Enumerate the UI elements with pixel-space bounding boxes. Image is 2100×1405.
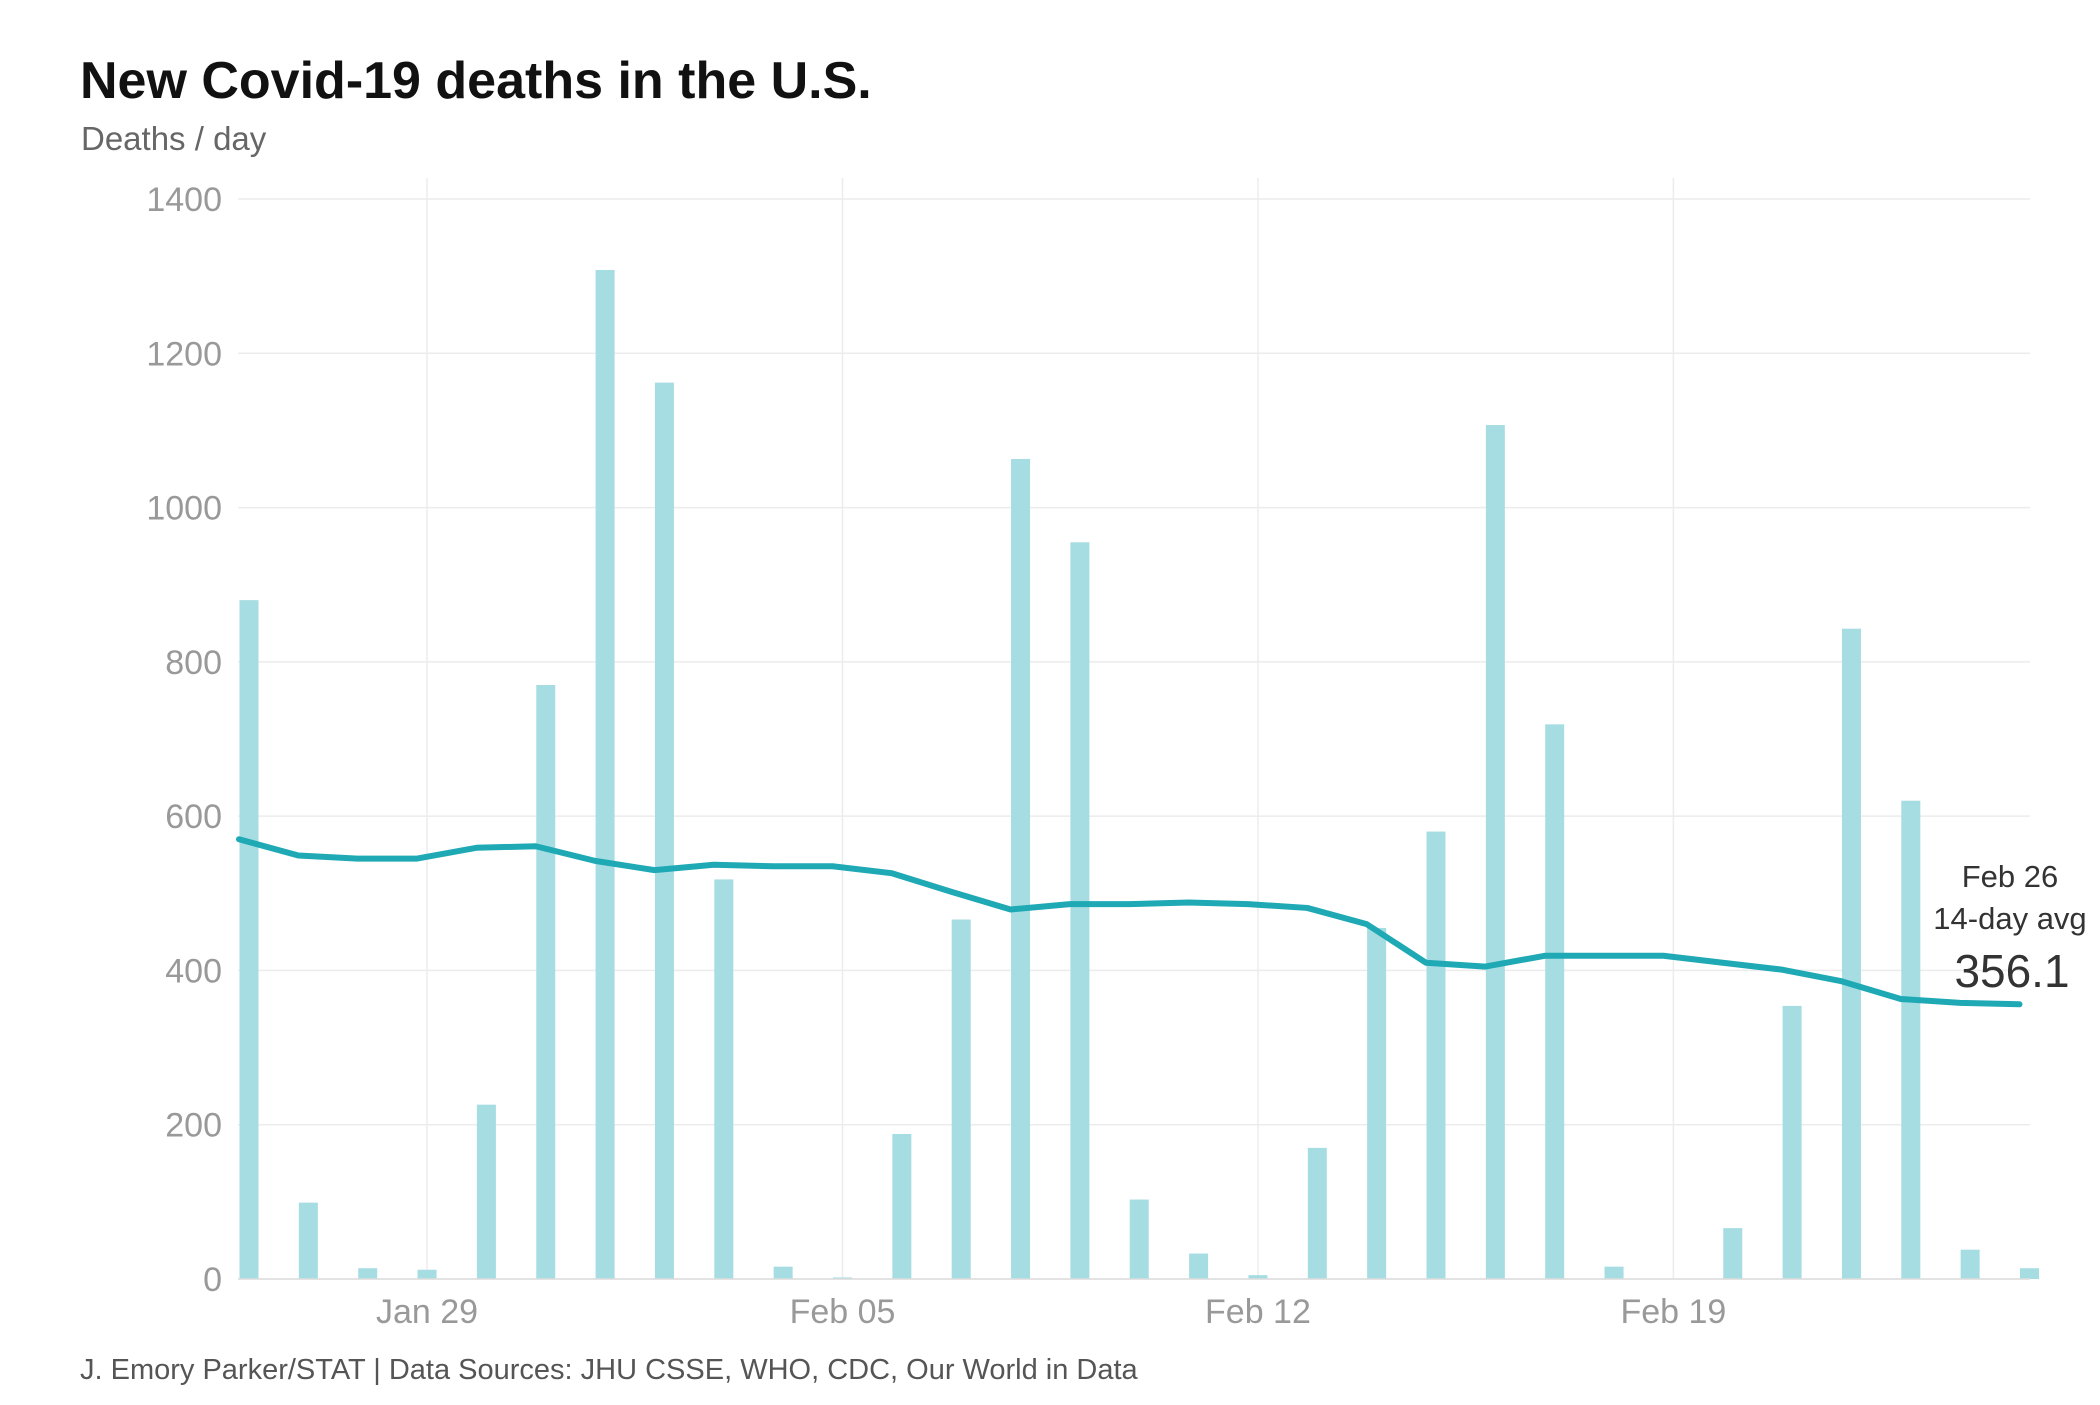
avg-line-path — [236, 836, 2023, 1008]
x-tick-label: Feb 12 — [1205, 1293, 1311, 1331]
bar — [1367, 928, 1387, 1279]
bar — [714, 879, 734, 1279]
bar — [298, 1202, 318, 1279]
bar — [1426, 831, 1446, 1279]
y-tick-label: 1400 — [146, 181, 222, 219]
y-tick-label: 1200 — [146, 335, 222, 373]
bar — [476, 1104, 496, 1279]
bar — [1545, 724, 1565, 1279]
bar — [1485, 425, 1505, 1279]
annotation-value: 356.1 — [1954, 945, 2069, 997]
bar — [1307, 1147, 1327, 1279]
bar — [1841, 628, 1861, 1279]
bar — [536, 685, 556, 1279]
chart-title: New Covid-19 deaths in the U.S. — [80, 52, 872, 110]
y-tick-label: 0 — [203, 1261, 222, 1299]
bar — [2020, 1268, 2039, 1279]
bar — [1070, 542, 1090, 1279]
axes: 0 200 400 600 800 1000 1200 1400 Jan 29 Feb 05 Feb… — [146, 181, 2030, 1331]
avg-line — [236, 836, 2023, 1008]
y-tick-label: 800 — [165, 644, 222, 682]
y-tick-label: 600 — [165, 798, 222, 836]
bar — [1901, 800, 1921, 1279]
y-tick-label: 200 — [165, 1107, 222, 1145]
bar — [1604, 1266, 1624, 1279]
bar — [1723, 1228, 1743, 1279]
bar — [1011, 458, 1031, 1279]
x-tick-label: Jan 29 — [376, 1293, 478, 1331]
annotation-label: 14-day avg — [1933, 901, 2086, 936]
x-tick-label: Feb 05 — [790, 1293, 896, 1331]
bar — [654, 382, 674, 1280]
bar — [833, 1277, 852, 1279]
bar — [951, 919, 971, 1279]
chart-subtitle: Deaths / day — [81, 120, 267, 157]
bars — [239, 269, 2039, 1280]
x-tick-label: Feb 19 — [1620, 1293, 1726, 1331]
bar — [417, 1269, 437, 1279]
bar — [892, 1133, 912, 1279]
annotation-date: Feb 26 — [1962, 859, 2059, 894]
bar — [1189, 1253, 1209, 1279]
bar — [1960, 1249, 1980, 1279]
source-note: J. Emory Parker/STAT | Data Sources: JHU… — [80, 1354, 1139, 1386]
bar — [773, 1266, 793, 1279]
bar — [1782, 1005, 1802, 1279]
y-tick-label: 400 — [165, 952, 222, 990]
bar — [1248, 1275, 1268, 1279]
bar — [595, 269, 615, 1279]
bar — [358, 1268, 378, 1279]
bar — [239, 600, 259, 1279]
bar — [1129, 1199, 1149, 1279]
grid — [238, 178, 2030, 1280]
y-tick-label: 1000 — [146, 490, 222, 528]
